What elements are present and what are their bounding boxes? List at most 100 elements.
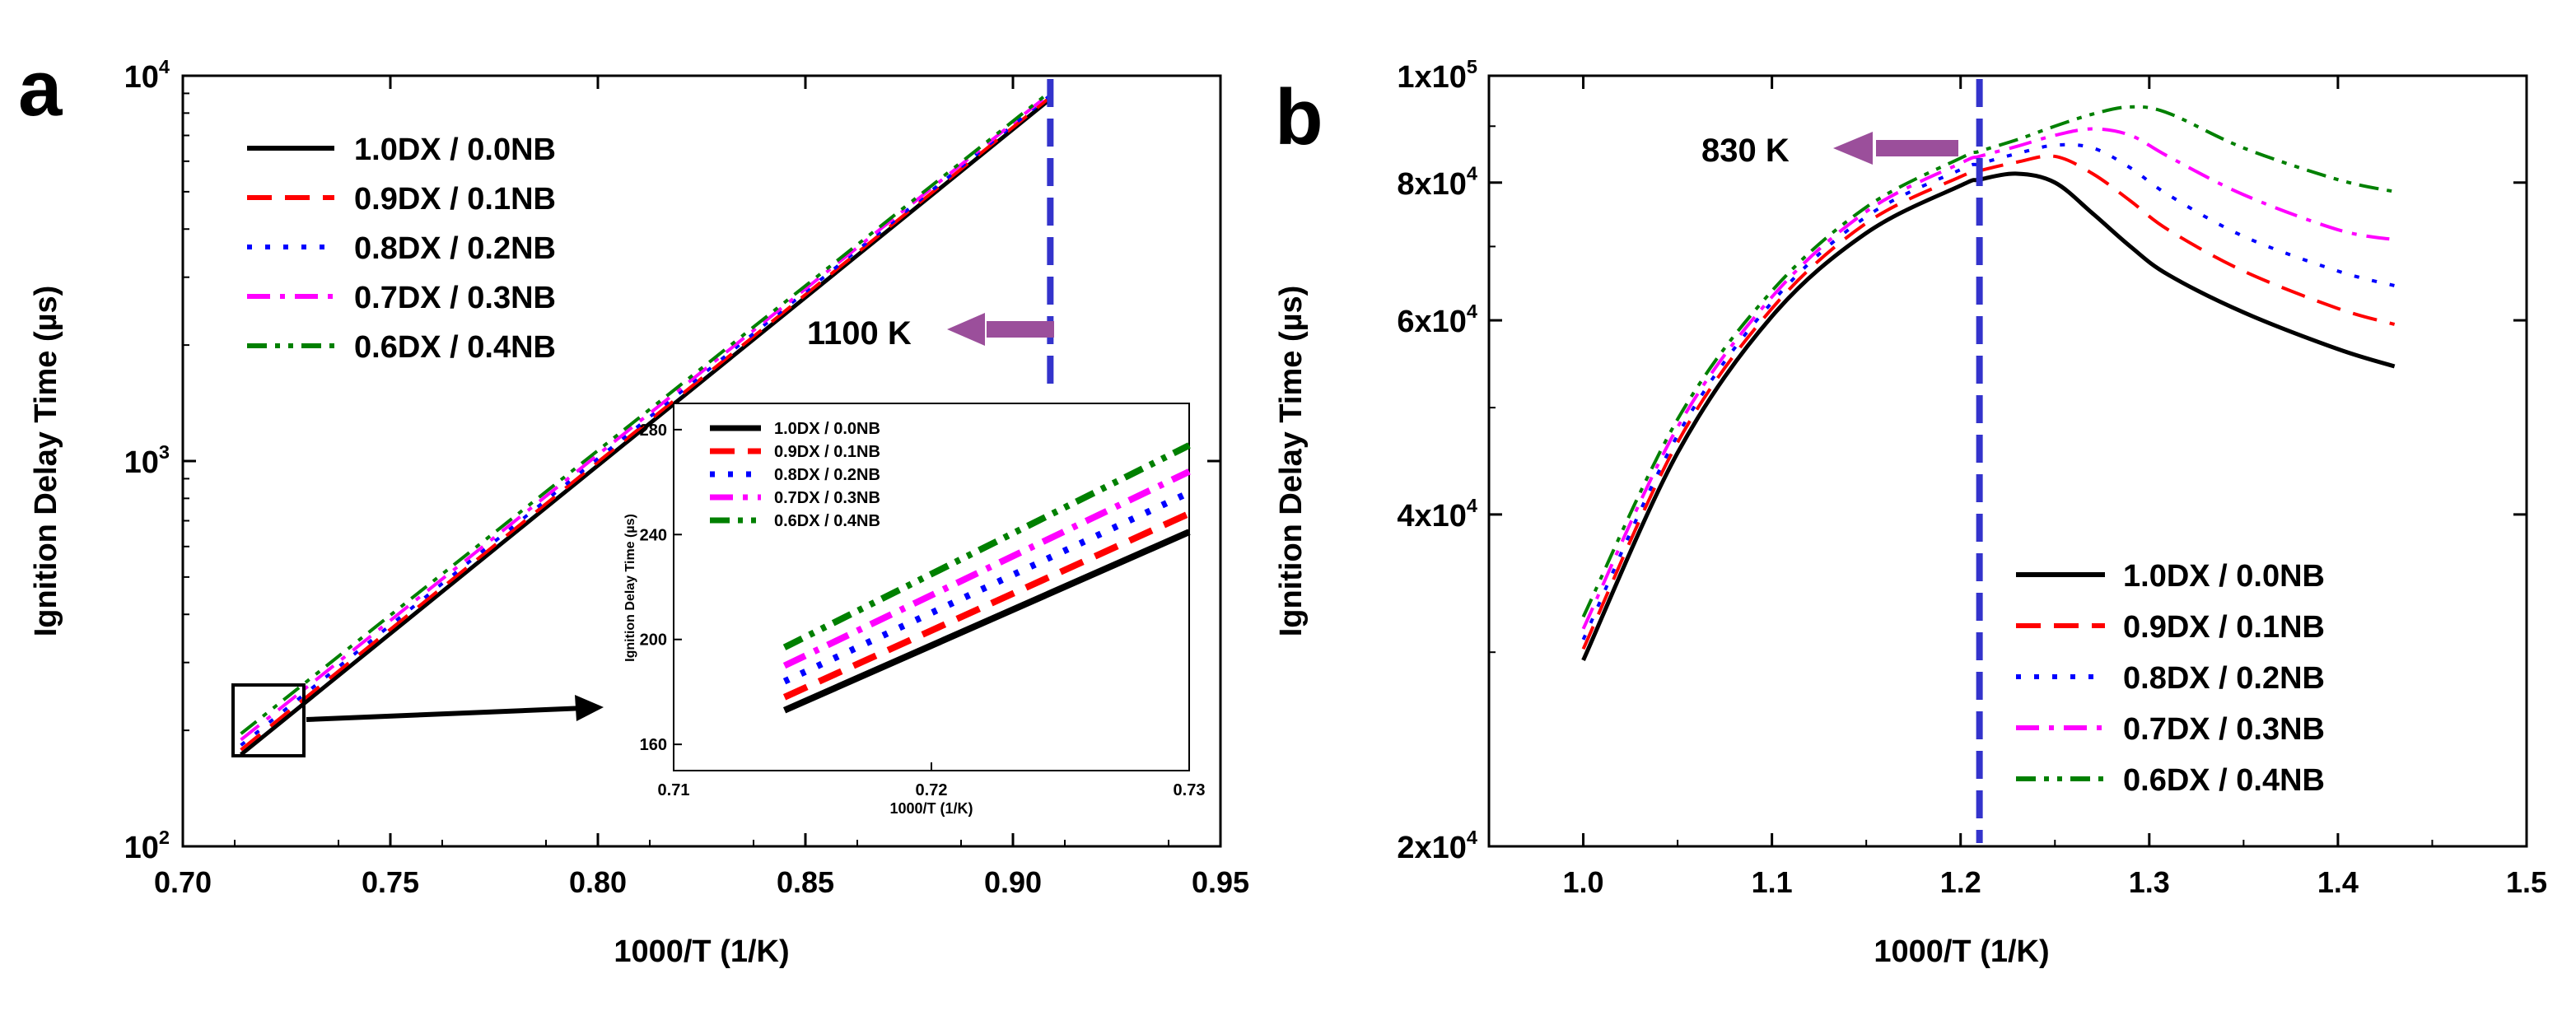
inset-series-line-4 — [782, 442, 1191, 650]
xtick-label-a: 0.70 — [154, 865, 212, 899]
inset-legend-label-1: 0.9DX / 0.1NB — [774, 443, 880, 461]
arrow-a — [947, 313, 1054, 346]
ytick-label-b-base: 1x10 — [1397, 60, 1467, 95]
legend-a-label-0: 1.0DX / 0.0NB — [354, 133, 556, 167]
legend-a: 1.0DX / 0.0NB 0.9DX / 0.1NB 0.8DX / 0.2NB 0… — [247, 133, 556, 365]
xtick-label-b: 1.3 — [2129, 865, 2170, 899]
inset-legend-label-2: 0.8DX / 0.2NB — [774, 466, 880, 484]
series-line-a-1 — [240, 96, 1052, 752]
zoom-arrow-head — [575, 695, 604, 721]
legend-b-label-3: 0.7DX / 0.3NB — [2123, 712, 2325, 747]
ytick-label-b-base: 8x10 — [1397, 167, 1467, 202]
inset-ytick-label: 200 — [640, 631, 667, 650]
xlabel-a: 1000/T (1/K) — [614, 934, 789, 969]
ytick-label-a-exp: 2 — [159, 827, 170, 848]
inset-ylabel: Ignition Delay Time (µs) — [623, 514, 637, 662]
inset-ticks: 0.71 0.72 0.73 160 200 240 280 — [640, 422, 1206, 799]
arrow-a-head — [947, 313, 985, 346]
inset-series-line-3 — [782, 468, 1191, 669]
legend-b: 1.0DX / 0.0NB 0.9DX / 0.1NB 0.8DX / 0.2NB 0… — [2016, 559, 2325, 798]
arrow-b — [1833, 132, 1958, 165]
inset-ytick-label: 240 — [640, 526, 667, 544]
series-a — [239, 90, 1052, 757]
xtick-label-a: 0.90 — [984, 865, 1042, 899]
inset-xtick-label: 0.73 — [1174, 781, 1206, 799]
ytick-label-a: 104 — [124, 56, 170, 95]
series-line-b-1 — [1581, 154, 2396, 650]
plot-frame-b — [1487, 74, 2528, 848]
xlabel-b: 1000/T (1/K) — [1874, 934, 2049, 969]
panel-label-b: b — [1275, 73, 1323, 161]
inset-series — [782, 442, 1191, 714]
annotation-b: 830 K — [1701, 133, 1790, 169]
xtick-label-a: 0.75 — [362, 865, 419, 899]
ylabel-a: Ignition Delay Time (µs) — [29, 286, 63, 637]
annotation-a: 1100 K — [807, 315, 912, 352]
arrow-b-head — [1833, 132, 1873, 165]
inset-xtick-label: 0.72 — [916, 781, 948, 799]
inset-legend-label-4: 0.6DX / 0.4NB — [774, 512, 880, 530]
ytick-label-b-exp: 4 — [1467, 827, 1477, 848]
ytick-label-b-base: 6x10 — [1397, 305, 1467, 339]
ytick-label-b-exp: 4 — [1467, 495, 1477, 516]
inset-series-line-0 — [782, 529, 1191, 714]
ytick-label-b-exp: 4 — [1467, 301, 1477, 322]
series-line-b-3 — [1581, 127, 2395, 630]
xtick-label-b: 1.2 — [1940, 865, 1981, 899]
xtick-label-a: 0.80 — [569, 865, 627, 899]
ytick-label-a-base: 10 — [124, 831, 159, 865]
ylabel-b: Ignition Delay Time (µs) — [1274, 286, 1309, 637]
series-line-b-4 — [1581, 105, 2396, 618]
zoom-arrow — [306, 695, 604, 722]
legend-b-label-0: 1.0DX / 0.0NB — [2123, 559, 2325, 594]
xtick-label-b: 1.1 — [1752, 865, 1793, 899]
ytick-label-b-exp: 4 — [1467, 163, 1477, 184]
chart-b: 1.0 1.1 1.2 1.3 1.4 1.52x1044x1046x1048x1041x… — [1274, 56, 2547, 969]
inset-ytick-label: 280 — [640, 422, 667, 440]
series-line-b-0 — [1581, 171, 2396, 662]
inset-xtick-label: 0.71 — [658, 781, 690, 799]
inset-series-line-2 — [782, 489, 1191, 685]
zoom-arrow-shaft — [306, 706, 586, 722]
ytick-label-b: 1x105 — [1397, 56, 1477, 95]
inset-ytick-label: 160 — [640, 736, 667, 754]
series-line-a-4 — [240, 90, 1052, 735]
series-line-a-3 — [240, 91, 1052, 742]
series-line-b-2 — [1581, 142, 2396, 641]
xtick-label-b: 1.0 — [1563, 865, 1604, 899]
legend-a-label-2: 0.8DX / 0.2NB — [354, 231, 556, 266]
panel-label-a: a — [18, 44, 63, 133]
ytick-label-b: 2x104 — [1397, 827, 1477, 865]
xtick-label-a: 0.85 — [777, 865, 834, 899]
inset-legend-label-3: 0.7DX / 0.3NB — [774, 489, 880, 507]
ytick-label-b: 4x104 — [1397, 495, 1477, 533]
inset-legend-label-0: 1.0DX / 0.0NB — [774, 420, 880, 438]
ytick-label-b-base: 2x10 — [1397, 831, 1467, 865]
legend-b-label-2: 0.8DX / 0.2NB — [2123, 661, 2325, 696]
legend-b-label-4: 0.6DX / 0.4NB — [2123, 763, 2325, 798]
ytick-label-a-exp: 3 — [159, 441, 170, 463]
series-line-a-0 — [239, 97, 1052, 757]
ytick-label-a-exp: 4 — [159, 56, 170, 77]
xtick-label-b: 1.5 — [2506, 865, 2547, 899]
xtick-label-b: 1.4 — [2317, 865, 2359, 899]
legend-a-label-4: 0.6DX / 0.4NB — [354, 330, 556, 365]
series-b — [1581, 105, 2396, 662]
ytick-label-b: 8x104 — [1397, 163, 1477, 202]
ytick-label-a-base: 10 — [124, 60, 159, 95]
ticks-b: 1.0 1.1 1.2 1.3 1.4 1.52x1044x1046x1048x1041x… — [1397, 56, 2547, 899]
zoom-box — [231, 683, 306, 757]
ytick-label-b-exp: 5 — [1467, 56, 1477, 77]
inset-frame — [673, 403, 1190, 771]
ytick-label-a-base: 10 — [124, 445, 159, 480]
legend-a-label-1: 0.9DX / 0.1NB — [354, 182, 556, 217]
ytick-label-a: 102 — [124, 827, 170, 865]
ytick-label-b: 6x104 — [1397, 301, 1477, 339]
ytick-label-b-base: 4x10 — [1397, 499, 1467, 533]
xtick-label-a: 0.95 — [1192, 865, 1249, 899]
legend-b-label-1: 0.9DX / 0.1NB — [2123, 610, 2325, 645]
inset-legend: 1.0DX / 0.0NB 0.9DX / 0.1NB 0.8DX / 0.2NB 0… — [710, 420, 880, 530]
